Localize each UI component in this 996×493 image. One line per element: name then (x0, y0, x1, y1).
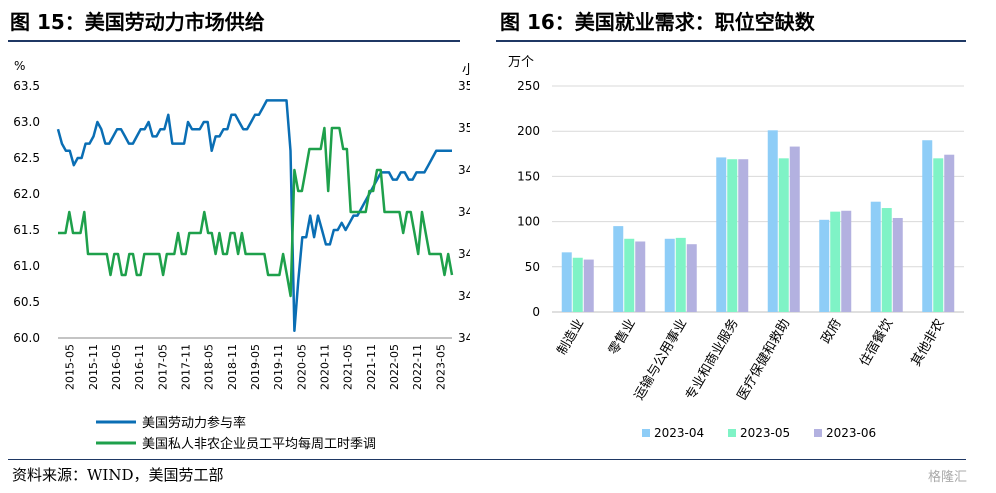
x-tick-label: 2021-11 (365, 344, 378, 390)
bar-2023-05 (727, 159, 738, 312)
left-y-tick-label: 62.5 (13, 151, 40, 165)
y-tick-label: 100 (517, 215, 540, 229)
left-y-tick-label: 61.0 (13, 259, 40, 273)
legend-swatch (814, 429, 822, 437)
right-y-tick-label: 34.4 (458, 247, 470, 261)
bar-2023-04 (922, 140, 933, 312)
bar-2023-06 (789, 146, 800, 312)
legend-swatch (642, 429, 650, 437)
x-tick-label: 2015-11 (87, 344, 100, 390)
x-tick-label: 2019-05 (249, 344, 262, 390)
bar-2023-06 (635, 241, 646, 312)
x-tick-label: 2020-11 (319, 344, 332, 390)
left-axis-unit: % (14, 59, 25, 73)
bar-2023-04 (767, 130, 778, 312)
bar-2023-04 (664, 238, 675, 312)
figure-15-title: 图 15：美国劳动力市场供给 (10, 10, 265, 34)
source-note: 资料来源：WIND，美国劳工部 (12, 466, 224, 484)
legend-label: 美国劳动力参与率 (142, 415, 246, 431)
right-axis-unit: 小时 (462, 63, 470, 78)
right-y-tick-label: 34.6 (458, 205, 470, 219)
bar-2023-05 (830, 211, 841, 312)
category-label: 运输与公用事业 (631, 316, 690, 403)
y-tick-label: 0 (532, 305, 540, 319)
legend-swatch (728, 429, 736, 437)
x-tick-label: 2019-11 (272, 344, 285, 390)
left-y-tick-label: 60.5 (13, 295, 40, 309)
x-tick-label: 2017-05 (156, 344, 169, 390)
x-tick-label: 2022-05 (388, 344, 401, 390)
bar-2023-04 (561, 252, 572, 312)
bar-2023-05 (778, 158, 789, 312)
x-tick-label: 2023-05 (434, 344, 447, 390)
left-y-tick-label: 61.5 (13, 223, 40, 237)
y-tick-label: 150 (517, 169, 540, 183)
right-y-tick-label: 34.0 (458, 331, 470, 345)
bar-2023-06 (944, 154, 955, 312)
y-tick-label: 200 (517, 124, 540, 138)
y-tick-label: 250 (517, 79, 540, 93)
job-openings-bar-chart: 万个 250 200 150 100 50 0 制造业 零售业运输与公用事业专业和商业服务医疗保… (508, 55, 964, 440)
left-y-tick-label: 60.0 (13, 331, 40, 345)
legend-label: 2023-05 (740, 426, 790, 440)
participation-rate-line (56, 99, 452, 333)
bar-2023-04 (870, 201, 881, 312)
bar-2023-05 (624, 238, 635, 312)
right-y-tick-label: 35.0 (458, 121, 470, 135)
x-tick-label: 2020-05 (295, 344, 308, 390)
bar-2023-06 (583, 259, 594, 312)
bar-2023-04 (613, 226, 624, 312)
x-tick-label: 2018-05 (203, 344, 216, 390)
x-tick-label: 2017-11 (179, 344, 192, 390)
legend-label: 2023-06 (826, 426, 876, 440)
weekly-hours-line (58, 126, 454, 298)
legend-label: 美国私人非农企业员工平均每周工时季调 (142, 436, 376, 452)
bar-2023-05 (881, 208, 892, 312)
footer-divider (8, 459, 966, 460)
category-label: 专业和商业服务 (682, 316, 741, 403)
bar-2023-06 (738, 159, 749, 312)
bar-2023-06 (892, 217, 903, 312)
bar-2023-06 (686, 244, 697, 312)
y-axis-unit: 万个 (508, 55, 534, 70)
x-tick-label: 2021-05 (342, 344, 355, 390)
legend-label: 2023-04 (654, 426, 704, 440)
right-y-tick-label: 34.8 (458, 163, 470, 177)
title-divider-right (496, 40, 966, 42)
x-tick-label: 2016-11 (133, 344, 146, 390)
category-label: 零售业 (605, 316, 638, 358)
labor-supply-line-chart: % 小时 63.5 63.0 62.5 62.0 61.5 61.0 60.5 60.0 35.2 3… (13, 59, 470, 452)
title-divider-left (8, 40, 460, 42)
right-y-tick-label: 35.2 (458, 79, 470, 93)
bar-2023-05 (675, 237, 686, 312)
left-y-tick-label: 63.5 (13, 79, 40, 93)
category-label: 政府 (819, 317, 845, 347)
right-y-tick-label: 34.2 (458, 289, 470, 303)
left-y-tick-label: 62.0 (13, 187, 40, 201)
category-label: 其他非农 (909, 317, 948, 370)
bar-2023-06 (841, 210, 852, 312)
left-y-tick-label: 63.0 (13, 115, 40, 129)
x-tick-label: 2016-05 (110, 344, 123, 390)
bar-2023-04 (716, 157, 727, 312)
bar-2023-05 (572, 257, 583, 312)
bar-2023-05 (933, 158, 944, 312)
category-label: 住宿餐饮 (856, 316, 896, 369)
x-tick-label: 2018-11 (226, 344, 239, 390)
category-label: 医疗保健和救助 (734, 316, 793, 403)
watermark-logo: 格隆汇 (928, 470, 968, 485)
x-tick-label: 2015-05 (64, 344, 77, 390)
figure-16-title: 图 16：美国就业需求：职位空缺数 (500, 10, 815, 34)
category-label: 制造业 (555, 317, 587, 358)
x-tick-label: 2022-11 (411, 344, 424, 390)
bar-2023-04 (819, 219, 830, 312)
y-tick-label: 50 (525, 260, 540, 274)
